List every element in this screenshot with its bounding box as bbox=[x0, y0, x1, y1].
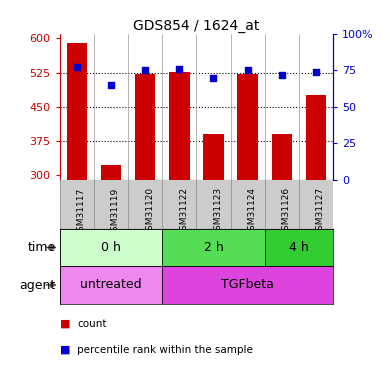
Bar bbox=[100, 165, 121, 180]
Text: percentile rank within the sample: percentile rank within the sample bbox=[77, 345, 253, 355]
Text: GSM31117: GSM31117 bbox=[77, 188, 86, 237]
Bar bbox=[306, 96, 326, 180]
Text: ■: ■ bbox=[60, 345, 70, 355]
Text: count: count bbox=[77, 319, 107, 329]
Bar bbox=[60, 229, 162, 266]
Bar bbox=[203, 134, 224, 180]
Point bbox=[108, 82, 114, 88]
Text: agent: agent bbox=[20, 279, 56, 291]
Bar bbox=[162, 266, 333, 304]
Point bbox=[210, 75, 216, 81]
Text: untreated: untreated bbox=[80, 279, 142, 291]
Text: GSM31126: GSM31126 bbox=[282, 188, 291, 237]
Bar bbox=[162, 229, 265, 266]
Bar bbox=[237, 74, 258, 180]
Bar bbox=[135, 74, 155, 180]
Bar bbox=[169, 72, 189, 180]
Text: 2 h: 2 h bbox=[204, 241, 223, 254]
Text: GSM31122: GSM31122 bbox=[179, 188, 188, 236]
Text: GSM31120: GSM31120 bbox=[145, 188, 154, 237]
Point bbox=[244, 68, 251, 74]
Bar bbox=[60, 266, 162, 304]
Bar bbox=[271, 134, 292, 180]
Text: TGFbeta: TGFbeta bbox=[221, 279, 274, 291]
Point bbox=[142, 68, 148, 74]
Text: GSM31123: GSM31123 bbox=[213, 188, 223, 237]
Point bbox=[313, 69, 319, 75]
Text: GSM31119: GSM31119 bbox=[111, 188, 120, 237]
Point bbox=[279, 72, 285, 78]
Point bbox=[74, 64, 80, 70]
Text: GSM31124: GSM31124 bbox=[248, 188, 257, 236]
Text: 0 h: 0 h bbox=[101, 241, 121, 254]
Title: GDS854 / 1624_at: GDS854 / 1624_at bbox=[133, 19, 259, 33]
Bar bbox=[67, 43, 87, 180]
Bar bbox=[264, 229, 333, 266]
Text: GSM31127: GSM31127 bbox=[316, 188, 325, 237]
Text: time: time bbox=[28, 241, 56, 254]
Point bbox=[176, 66, 182, 72]
Text: 4 h: 4 h bbox=[289, 241, 309, 254]
Text: ■: ■ bbox=[60, 319, 70, 329]
